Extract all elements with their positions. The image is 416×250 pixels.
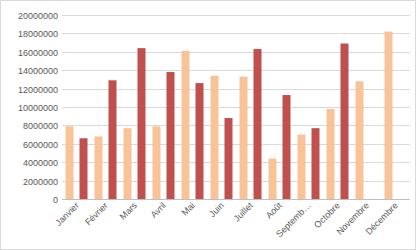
y-tick-label: 20000000 bbox=[18, 11, 58, 21]
x-axis bbox=[62, 199, 410, 200]
bar bbox=[80, 138, 88, 199]
y-tick-label: 10000000 bbox=[18, 103, 58, 113]
bar bbox=[356, 81, 364, 199]
x-tick-label: Janvier bbox=[53, 200, 81, 228]
bar bbox=[298, 135, 306, 199]
x-tick-label: Décembre bbox=[363, 200, 399, 236]
y-tick-label: 4000000 bbox=[23, 158, 58, 168]
bar bbox=[211, 76, 219, 199]
x-tick-label: Avril bbox=[149, 200, 168, 219]
grid-line bbox=[62, 15, 410, 16]
grid-line bbox=[62, 199, 410, 200]
y-tick-label: 18000000 bbox=[18, 29, 58, 39]
grid-line bbox=[62, 70, 410, 71]
bar bbox=[327, 109, 335, 199]
x-tick-label: Mai bbox=[180, 200, 197, 217]
bar bbox=[138, 48, 146, 199]
bar bbox=[341, 44, 349, 199]
bar bbox=[109, 80, 117, 199]
grid bbox=[62, 16, 410, 200]
bar bbox=[240, 77, 248, 199]
x-tick-label: Septemb… bbox=[274, 200, 313, 239]
bar bbox=[167, 72, 175, 199]
y-tick-label: 0 bbox=[53, 195, 58, 205]
bar bbox=[182, 51, 190, 199]
grid-line bbox=[62, 52, 410, 53]
bar bbox=[283, 95, 291, 199]
y-tick-label: 8000000 bbox=[23, 121, 58, 131]
bar bbox=[153, 126, 161, 199]
y-tick-label: 12000000 bbox=[18, 85, 58, 95]
y-tick-label: 6000000 bbox=[23, 140, 58, 150]
grid-line bbox=[62, 33, 410, 34]
x-tick-label: Août bbox=[264, 200, 285, 221]
x-tick-label: Juillet bbox=[232, 200, 256, 224]
bar bbox=[66, 126, 74, 199]
chart: 0 2000000 4000000 6000000 8000000 10000000 120… bbox=[0, 0, 416, 250]
chart-frame bbox=[1, 1, 416, 250]
bar bbox=[312, 128, 320, 199]
x-tick-label: Février bbox=[83, 200, 110, 227]
x-tick-label: Mars bbox=[118, 200, 140, 222]
y-tick-label: 14000000 bbox=[18, 66, 58, 76]
bar bbox=[196, 83, 204, 199]
bar bbox=[124, 128, 132, 199]
x-tick-label: Juin bbox=[207, 200, 226, 219]
bar bbox=[95, 136, 103, 199]
bar bbox=[385, 32, 393, 199]
y-tick-label: 2000000 bbox=[23, 177, 58, 187]
bars bbox=[66, 32, 393, 199]
chart-container: 0 2000000 4000000 6000000 8000000 10000000 120… bbox=[0, 0, 416, 250]
y-tick-label: 16000000 bbox=[18, 48, 58, 58]
bar bbox=[254, 49, 262, 199]
bar bbox=[225, 118, 233, 199]
bar bbox=[269, 159, 277, 199]
